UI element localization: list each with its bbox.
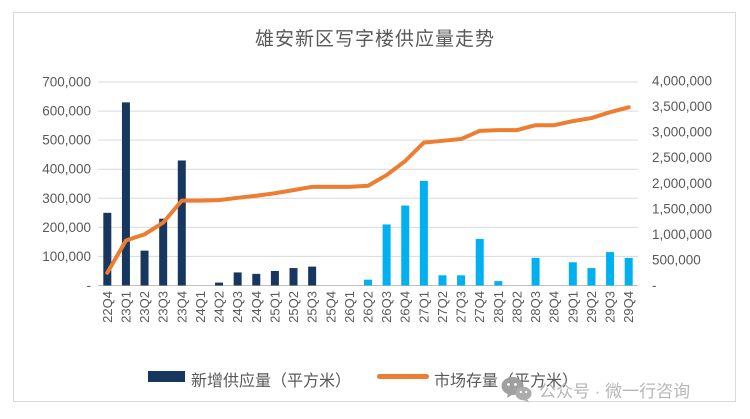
right-axis-tick: - xyxy=(652,278,657,293)
x-axis-label: 28Q3 xyxy=(528,291,543,323)
bar-26Q2 xyxy=(364,279,372,286)
x-axis-label: 29Q4 xyxy=(621,291,636,323)
right-axis-tick: 2,000,000 xyxy=(652,176,712,191)
bar-29Q4 xyxy=(624,257,633,286)
x-axis-label: 23Q1 xyxy=(118,291,133,323)
x-axis-label: 29Q2 xyxy=(584,291,599,323)
x-axis-label: 22Q4 xyxy=(100,291,115,323)
x-axis-label: 24Q1 xyxy=(193,291,208,323)
bar-23Q3 xyxy=(159,218,168,286)
bar-29Q3 xyxy=(606,252,615,286)
bar-23Q2 xyxy=(140,250,149,286)
chart-title: 雄安新区写字楼供应量走势 xyxy=(254,29,495,50)
left-axis-tick: 200,000 xyxy=(42,220,91,235)
bar-25Q2 xyxy=(289,268,298,286)
x-axis-label: 28Q4 xyxy=(547,291,562,323)
left-axis-tick: - xyxy=(87,278,92,293)
x-axis-label: 25Q3 xyxy=(305,291,320,323)
left-axis-tick: 300,000 xyxy=(42,191,91,206)
left-axis-tick: 400,000 xyxy=(42,162,91,177)
bar-26Q3 xyxy=(382,224,391,286)
bar-29Q2 xyxy=(587,268,596,286)
x-axis-label: 27Q2 xyxy=(435,291,450,323)
right-axis-tick: 2,500,000 xyxy=(652,150,712,165)
x-axis-label: 24Q3 xyxy=(230,291,245,323)
watermark-text: 公众号 · 微一行咨询 xyxy=(539,382,691,401)
x-axis-label: 26Q1 xyxy=(342,291,357,323)
bar-24Q4 xyxy=(252,273,261,286)
left-axis-tick: 500,000 xyxy=(42,133,91,148)
x-axis-label: 28Q1 xyxy=(491,291,506,323)
left-axis-tick: 600,000 xyxy=(42,104,91,119)
left-axis-tick: 100,000 xyxy=(42,249,91,264)
right-axis-tick: 500,000 xyxy=(652,252,701,267)
right-axis-tick: 3,500,000 xyxy=(652,99,712,114)
x-axis-label: 23Q3 xyxy=(156,291,171,323)
x-axis-label: 23Q4 xyxy=(174,291,189,323)
market-stock-line xyxy=(105,105,631,275)
x-axis-label: 27Q4 xyxy=(472,291,487,323)
x-axis-label: 29Q3 xyxy=(603,291,618,323)
right-axis-tick: 1,000,000 xyxy=(652,227,712,242)
chart-area-border xyxy=(13,12,736,402)
x-axis-label: 29Q1 xyxy=(565,291,580,323)
watermark: 公众号 · 微一行咨询 xyxy=(501,376,690,403)
bar-27Q2 xyxy=(438,275,447,286)
right-axis-tick: 1,500,000 xyxy=(652,201,712,216)
legend-line-swatch xyxy=(377,374,429,379)
bar-27Q4 xyxy=(475,238,484,286)
left-axis-tick: 700,000 xyxy=(42,75,91,90)
right-axis-tick: 4,000,000 xyxy=(652,74,712,89)
x-axis-label: 25Q4 xyxy=(323,291,338,323)
bar-25Q1 xyxy=(270,270,279,286)
bar-25Q3 xyxy=(308,266,317,286)
bar-22Q4 xyxy=(103,212,112,286)
bar-27Q1 xyxy=(419,180,428,286)
bar-27Q3 xyxy=(457,275,466,286)
bar-23Q1 xyxy=(121,102,130,286)
x-axis-label: 24Q2 xyxy=(212,291,227,323)
x-axis-label: 25Q2 xyxy=(286,291,301,323)
x-axis-label: 26Q3 xyxy=(379,291,394,323)
right-axis-tick: 3,000,000 xyxy=(652,125,712,140)
bar-24Q2 xyxy=(215,282,224,286)
x-axis-label: 28Q2 xyxy=(509,291,524,323)
bar-26Q4 xyxy=(401,205,410,286)
x-axis-label: 27Q3 xyxy=(454,291,469,323)
x-axis-label: 23Q2 xyxy=(137,291,152,323)
x-axis-label: 27Q1 xyxy=(416,291,431,323)
x-axis-label: 26Q2 xyxy=(361,291,376,323)
legend-label-new-supply: 新增供应量（平方米） xyxy=(191,373,352,390)
x-axis-label: 25Q1 xyxy=(267,291,282,323)
bar-28Q1 xyxy=(494,281,503,286)
bar-28Q3 xyxy=(531,257,540,286)
x-axis-label: 24Q4 xyxy=(249,291,264,323)
wechat-icon xyxy=(501,377,532,403)
x-axis-label: 26Q4 xyxy=(398,291,413,323)
legend-bar-swatch xyxy=(148,371,185,382)
bar-29Q1 xyxy=(568,262,577,286)
bar-24Q3 xyxy=(233,272,242,286)
bar-23Q4 xyxy=(177,160,186,286)
